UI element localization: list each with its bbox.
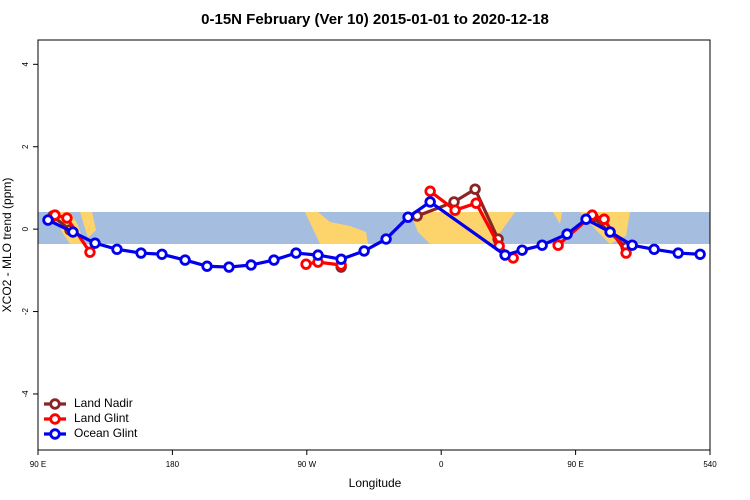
x-tick-label: 540: [703, 460, 717, 469]
data-point: [89, 237, 101, 249]
legend-marker: [49, 398, 61, 410]
data-point: [335, 253, 347, 265]
plot-frame: [37, 39, 711, 451]
data-point: [469, 183, 481, 195]
y-tick-label: 0: [21, 226, 30, 231]
data-point: [402, 211, 414, 223]
y-tick-label: -4: [21, 390, 30, 398]
data-point: [672, 247, 684, 259]
data-point: [223, 261, 235, 273]
legend-label: Land Nadir: [74, 396, 133, 410]
data-point: [536, 239, 548, 251]
data-point: [598, 213, 610, 225]
data-point: [358, 245, 370, 257]
data-point: [470, 197, 482, 209]
data-point: [552, 239, 564, 251]
legend-marker: [49, 413, 61, 425]
data-point: [604, 226, 616, 238]
land-shape: [80, 212, 96, 238]
data-point: [424, 185, 436, 197]
x-tick-label: 0: [439, 460, 444, 469]
y-tick-label: 2: [21, 144, 30, 149]
y-tick-label: -2: [21, 307, 30, 315]
data-point: [380, 233, 392, 245]
data-point: [620, 247, 632, 259]
chart-title: 0-15N February (Ver 10) 2015-01-01 to 20…: [201, 11, 549, 28]
x-tick-label: 90 W: [297, 460, 316, 469]
data-point: [201, 260, 213, 272]
data-point: [648, 243, 660, 256]
data-point: [67, 226, 79, 238]
data-point: [179, 254, 191, 266]
legend-label: Ocean Glint: [74, 426, 138, 440]
y-tick-label: 4: [21, 62, 30, 67]
data-point: [61, 212, 73, 224]
land-shape: [305, 212, 368, 244]
data-point: [580, 213, 592, 225]
y-axis-label: XCO2 - MLO trend (ppm): [0, 178, 14, 313]
x-tick-label: 180: [166, 460, 180, 469]
x-tick-label: 90 E: [567, 460, 583, 469]
data-point: [626, 239, 638, 251]
data-point: [84, 246, 96, 258]
legend-label: Land Glint: [74, 411, 129, 425]
data-point: [111, 243, 123, 256]
x-axis-label: Longitude: [349, 476, 402, 490]
data-point: [268, 254, 280, 266]
series-line: [47, 200, 701, 269]
data-point: [449, 204, 461, 216]
land-shape: [553, 212, 562, 224]
data-point: [135, 247, 147, 259]
x-tick-label: 90 E: [30, 460, 46, 469]
data-point: [290, 247, 302, 259]
data-point: [424, 196, 436, 208]
data-point: [300, 258, 312, 270]
data-point: [499, 249, 511, 261]
data-point: [561, 228, 573, 240]
data-point: [42, 214, 54, 226]
data-point: [694, 248, 706, 260]
legend-marker: [49, 428, 61, 440]
data-point: [312, 249, 324, 261]
data-point: [245, 259, 257, 271]
data-point: [156, 248, 168, 260]
series-line: [416, 187, 500, 240]
data-point: [516, 244, 528, 256]
